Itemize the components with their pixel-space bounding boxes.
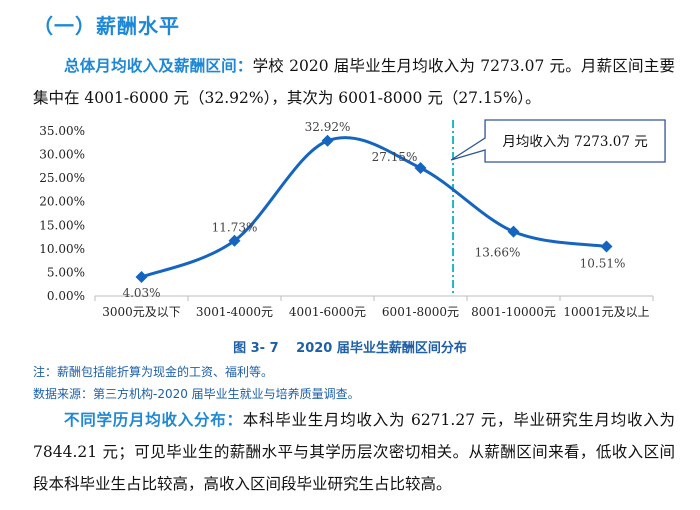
y-tick-label: 5.00% bbox=[47, 265, 85, 279]
y-tick-label: 0.00% bbox=[47, 289, 85, 303]
data-label: 4.03% bbox=[122, 286, 160, 300]
data-point bbox=[414, 162, 427, 175]
paragraph-text: 本科毕业生月均收入为 6271.27 元，毕业研究生月均收入为 7844.21 … bbox=[33, 411, 675, 493]
chart-svg: 0.00% 5.00% 10.00% 15.00% 20.00% 25.00% 30.00%… bbox=[39, 119, 666, 319]
y-tick-label: 15.00% bbox=[39, 218, 85, 232]
salary-distribution-chart: 0.00% 5.00% 10.00% 15.00% 20.00% 25.00% 30.00%… bbox=[38, 118, 668, 333]
x-tick-label: 10001元及以上 bbox=[563, 305, 649, 319]
data-label: 13.66% bbox=[475, 246, 521, 260]
y-tick-label: 25.00% bbox=[39, 171, 85, 185]
paragraph-income-by-degree: 不同学历月均收入分布：本科毕业生月均收入为 6271.27 元，毕业研究生月均收… bbox=[33, 404, 675, 500]
data-point bbox=[135, 271, 148, 284]
data-point bbox=[321, 134, 334, 147]
paragraph-lead: 不同学历月均收入分布： bbox=[64, 411, 243, 429]
y-tick-label: 30.00% bbox=[39, 148, 85, 162]
footnote: 注：薪酬包括能折算为现金的工资、福利等。 bbox=[33, 365, 274, 379]
annotation-text: 月均收入为 7273.07 元 bbox=[502, 134, 647, 150]
data-label: 32.92% bbox=[305, 120, 351, 134]
section-heading: （一）薪酬水平 bbox=[33, 14, 180, 38]
x-tick-label: 8001-10000元 bbox=[471, 305, 556, 319]
paragraph-overall-income: 总体月均收入及薪酬区间：学校 2020 届毕业生月均收入为 7273.07 元。… bbox=[33, 50, 675, 114]
data-point bbox=[600, 240, 613, 253]
x-tick-label: 4001-6000元 bbox=[289, 305, 366, 319]
data-point bbox=[507, 225, 520, 238]
data-label: 11.73% bbox=[212, 221, 258, 235]
paragraph-lead: 总体月均收入及薪酬区间： bbox=[64, 57, 253, 75]
x-tick-label: 3000元及以下 bbox=[102, 305, 181, 319]
x-tick-label: 6001-8000元 bbox=[382, 305, 459, 319]
data-point bbox=[228, 234, 241, 247]
data-label: 10.51% bbox=[580, 256, 626, 270]
paragraph-text: 学校 2020 届毕业生月均收入为 7273.07 元。月薪区间主要集中在 40… bbox=[33, 57, 675, 107]
annotation-box bbox=[450, 119, 666, 163]
y-tick-label: 10.00% bbox=[39, 242, 85, 256]
x-tick-label: 3001-4000元 bbox=[196, 305, 273, 319]
data-label: 27.15% bbox=[372, 150, 418, 164]
y-tick-label: 35.00% bbox=[39, 124, 85, 138]
figure-caption: 图 3- 7 2020 届毕业生薪酬区间分布 bbox=[233, 341, 467, 356]
y-tick-label: 20.00% bbox=[39, 195, 85, 209]
data-source-note: 数据来源：第三方机构-2020 届毕业生就业与培养质量调查。 bbox=[33, 387, 360, 401]
